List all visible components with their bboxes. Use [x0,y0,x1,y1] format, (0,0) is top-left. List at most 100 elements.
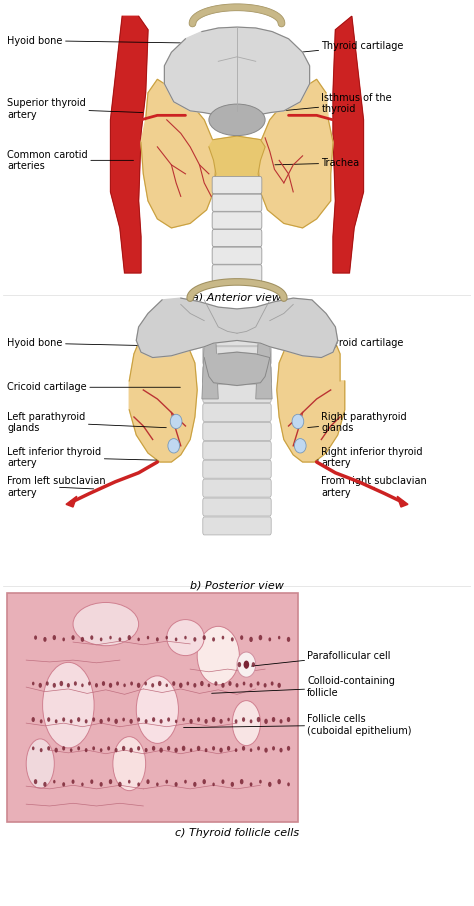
Ellipse shape [40,748,43,752]
Ellipse shape [100,782,103,786]
Ellipse shape [165,636,168,640]
Text: c) Thyroid follicle cells: c) Thyroid follicle cells [175,828,299,838]
Ellipse shape [53,683,56,688]
Ellipse shape [228,718,230,721]
FancyBboxPatch shape [212,177,262,194]
Ellipse shape [212,717,215,722]
Text: Right parathyroid
glands: Right parathyroid glands [308,411,407,433]
Ellipse shape [175,719,177,723]
Ellipse shape [197,718,200,722]
Ellipse shape [116,681,119,686]
Ellipse shape [184,636,187,640]
Polygon shape [258,80,333,228]
Ellipse shape [167,718,170,722]
Ellipse shape [147,636,149,640]
Ellipse shape [205,748,208,752]
Ellipse shape [212,783,215,786]
Ellipse shape [167,746,170,751]
Ellipse shape [26,739,55,788]
Ellipse shape [92,718,95,722]
Ellipse shape [182,746,185,751]
Ellipse shape [109,636,112,640]
FancyBboxPatch shape [203,403,271,421]
Ellipse shape [259,780,262,784]
Ellipse shape [40,719,43,723]
Ellipse shape [165,780,168,784]
Ellipse shape [287,783,290,786]
Ellipse shape [63,638,65,641]
Text: Right inferior thyroid
artery: Right inferior thyroid artery [317,447,423,468]
FancyBboxPatch shape [203,498,271,516]
FancyBboxPatch shape [203,422,271,440]
Ellipse shape [221,779,225,784]
Ellipse shape [264,747,268,753]
Ellipse shape [174,747,178,753]
Ellipse shape [170,414,182,429]
Text: Follicle cells
(cuboidal epithelium): Follicle cells (cuboidal epithelium) [183,714,412,736]
Ellipse shape [100,718,103,724]
Ellipse shape [145,748,147,752]
Ellipse shape [85,719,88,724]
Polygon shape [137,298,337,358]
Ellipse shape [184,780,187,784]
FancyBboxPatch shape [212,212,262,229]
Ellipse shape [95,683,98,688]
Ellipse shape [259,635,262,641]
Ellipse shape [43,662,94,747]
Ellipse shape [202,635,206,640]
Ellipse shape [114,718,118,724]
Ellipse shape [32,747,35,750]
Ellipse shape [107,747,110,750]
Ellipse shape [81,783,84,786]
Ellipse shape [130,681,133,686]
Polygon shape [204,352,270,385]
Ellipse shape [287,637,290,642]
Ellipse shape [228,681,232,686]
FancyBboxPatch shape [203,479,271,497]
Ellipse shape [123,683,126,687]
Ellipse shape [32,681,35,685]
Ellipse shape [113,737,146,791]
Ellipse shape [85,748,88,752]
Ellipse shape [60,680,63,686]
Ellipse shape [152,746,155,751]
Ellipse shape [182,718,185,721]
Ellipse shape [174,782,178,786]
Ellipse shape [186,681,189,686]
Ellipse shape [137,718,140,722]
Ellipse shape [137,683,140,688]
Ellipse shape [231,782,234,787]
Polygon shape [141,80,216,228]
Polygon shape [66,496,77,507]
Ellipse shape [81,683,84,687]
Text: Thyroid cartilage: Thyroid cartilage [284,41,404,53]
Ellipse shape [122,718,125,721]
Ellipse shape [272,747,275,750]
Ellipse shape [280,719,283,724]
Text: a) Anterior view: a) Anterior view [192,293,282,303]
Text: Hyoid bone: Hyoid bone [8,35,204,45]
Ellipse shape [129,718,133,724]
Ellipse shape [109,683,112,688]
Ellipse shape [55,719,57,723]
Ellipse shape [232,700,260,746]
Ellipse shape [109,779,112,785]
Text: Trachea: Trachea [275,158,359,168]
Ellipse shape [115,748,118,752]
Ellipse shape [90,635,93,640]
Ellipse shape [159,747,163,753]
Ellipse shape [235,719,237,723]
Text: Thyroid cartilage: Thyroid cartilage [280,338,404,348]
Ellipse shape [212,747,215,750]
FancyBboxPatch shape [203,384,271,402]
FancyBboxPatch shape [203,441,271,459]
Ellipse shape [167,620,204,656]
Ellipse shape [70,719,73,724]
Ellipse shape [240,779,244,785]
Text: Left parathyroid
glands: Left parathyroid glands [8,411,166,433]
Polygon shape [202,341,218,399]
Ellipse shape [287,746,290,751]
Ellipse shape [62,747,65,750]
Ellipse shape [250,782,253,786]
Ellipse shape [129,747,133,753]
